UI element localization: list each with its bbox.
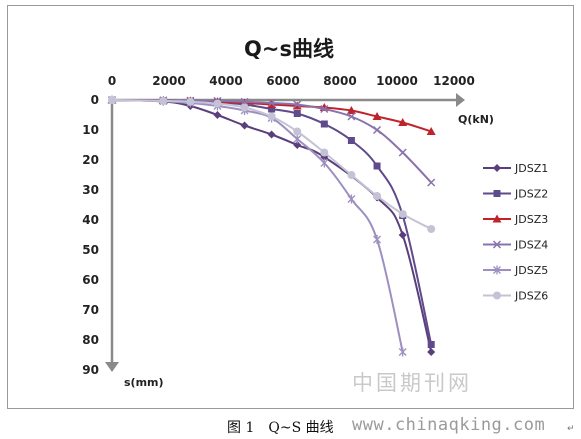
data-point-jdsz2 xyxy=(293,110,301,117)
legend-label: JDSZ3 xyxy=(514,213,548,226)
data-point-jdsz6 xyxy=(186,97,195,106)
data-point-jdsz4 xyxy=(347,112,356,121)
data-point-jdsz6 xyxy=(240,103,249,112)
legend-item-jdsz5: JDSZ5 xyxy=(483,264,548,277)
legend-label: JDSZ2 xyxy=(514,188,548,201)
x-tick-label: 0 xyxy=(108,74,116,88)
data-point-jdsz6 xyxy=(108,96,116,104)
data-point-jdsz6 xyxy=(398,210,407,218)
legend-label: JDSZ5 xyxy=(514,264,548,277)
legend-item-jdsz2: JDSZ2 xyxy=(483,188,548,201)
legend-label: JDSZ4 xyxy=(514,239,548,252)
data-point-jdsz5 xyxy=(398,347,407,357)
data-point-jdsz2 xyxy=(427,341,435,348)
data-point-jdsz6 xyxy=(213,99,222,108)
data-point-jdsz3 xyxy=(398,118,408,126)
x-axis-label: Q(kN) xyxy=(458,113,494,126)
data-point-jdsz5 xyxy=(320,158,329,168)
site-watermark: www.chinaqking.com xyxy=(352,415,546,435)
y-axis-label: s(mm) xyxy=(124,376,164,389)
chart-title: Q~s曲线 xyxy=(244,37,334,61)
data-point-jdsz2 xyxy=(347,137,355,144)
series-layer xyxy=(107,95,436,357)
data-point-jdsz4 xyxy=(240,97,249,106)
paragraph-mark: ↵ xyxy=(567,424,575,434)
journal-watermark: 中国期刊网 xyxy=(352,371,472,395)
x-tick-label: 2000 xyxy=(152,74,185,88)
qs-chart: Q~s曲线 0 2000 4000 6000 8000 10000 12000 0 10 20 30… xyxy=(82,37,548,395)
series-line-jdsz5 xyxy=(111,99,404,353)
y-tick-label: 50 xyxy=(82,243,99,257)
figure-number: 图 1 xyxy=(227,420,255,436)
data-point-jdsz1 xyxy=(293,141,302,149)
legend-marker xyxy=(492,214,502,223)
y-tick-label: 20 xyxy=(82,153,99,167)
data-point-jdsz4 xyxy=(398,148,407,157)
x-axis-arrow-icon xyxy=(456,93,465,107)
data-point-jdsz6 xyxy=(427,225,436,233)
data-point-jdsz6 xyxy=(373,192,382,200)
y-tick-label: 0 xyxy=(91,93,99,107)
x-tick-label: 8000 xyxy=(323,74,356,88)
figure-frame xyxy=(7,5,574,409)
data-point-jdsz3 xyxy=(372,112,382,120)
x-tick-label: 12000 xyxy=(433,74,475,88)
series-jdsz6 xyxy=(108,96,436,233)
y-axis-arrow-icon xyxy=(105,362,119,372)
figure-title: Q~S 曲线 xyxy=(268,420,334,436)
data-point-jdsz5 xyxy=(293,134,302,144)
data-point-jdsz6 xyxy=(320,148,329,157)
data-point-jdsz1 xyxy=(267,130,276,139)
x-tick-label: 4000 xyxy=(209,74,242,88)
y-tick-label: 30 xyxy=(82,183,99,197)
y-tick-label: 40 xyxy=(82,213,99,227)
data-point-jdsz6 xyxy=(347,171,356,179)
legend-marker xyxy=(493,164,501,172)
data-point-jdsz5 xyxy=(347,194,356,204)
series-jdsz5 xyxy=(108,95,407,357)
data-point-jdsz2 xyxy=(268,105,276,113)
legend-item-jdsz1: JDSZ1 xyxy=(483,162,548,175)
data-point-jdsz4 xyxy=(320,104,329,114)
legend-item-jdsz3: JDSZ3 xyxy=(483,213,548,226)
y-tick-label: 70 xyxy=(82,303,99,317)
y-tick-label: 90 xyxy=(82,363,99,377)
data-point-jdsz1 xyxy=(398,231,407,239)
series-jdsz1 xyxy=(108,96,436,356)
legend-marker xyxy=(493,190,501,197)
data-point-jdsz6 xyxy=(293,127,302,136)
data-point-jdsz3 xyxy=(346,106,356,114)
data-point-jdsz6 xyxy=(267,112,276,121)
figure-caption: 图 1 Q~S 曲线 xyxy=(227,417,334,437)
data-point-jdsz4 xyxy=(293,100,302,109)
data-point-jdsz3 xyxy=(426,127,436,135)
data-point-jdsz1 xyxy=(240,121,249,130)
legend-label: JDSZ1 xyxy=(514,162,548,175)
data-point-jdsz2 xyxy=(373,162,381,170)
data-point-jdsz5 xyxy=(373,235,382,244)
data-point-jdsz6 xyxy=(159,96,168,105)
legend-item-jdsz4: JDSZ4 xyxy=(483,239,548,252)
legend-label: JDSZ6 xyxy=(514,290,548,303)
series-line-jdsz1 xyxy=(111,99,433,353)
data-point-jdsz1 xyxy=(213,111,222,119)
x-tick-label: 6000 xyxy=(266,74,299,88)
legend-marker xyxy=(493,291,501,300)
legend-marker xyxy=(493,265,501,275)
data-point-jdsz4 xyxy=(427,178,436,187)
x-tick-label: 10000 xyxy=(376,74,418,88)
legend-marker xyxy=(492,240,502,249)
data-point-jdsz4 xyxy=(267,98,276,108)
data-point-jdsz2 xyxy=(320,120,328,128)
legend: JDSZ1 JDSZ2 JDSZ3 JDSZ4 JDSZ5 JDSZ6 xyxy=(483,162,548,303)
y-tick-label: 80 xyxy=(82,333,99,347)
legend-item-jdsz6: JDSZ6 xyxy=(483,290,548,303)
data-point-jdsz1 xyxy=(427,348,436,356)
data-point-jdsz4 xyxy=(373,125,382,135)
y-tick-label: 60 xyxy=(82,273,99,287)
y-tick-label: 10 xyxy=(82,123,99,137)
